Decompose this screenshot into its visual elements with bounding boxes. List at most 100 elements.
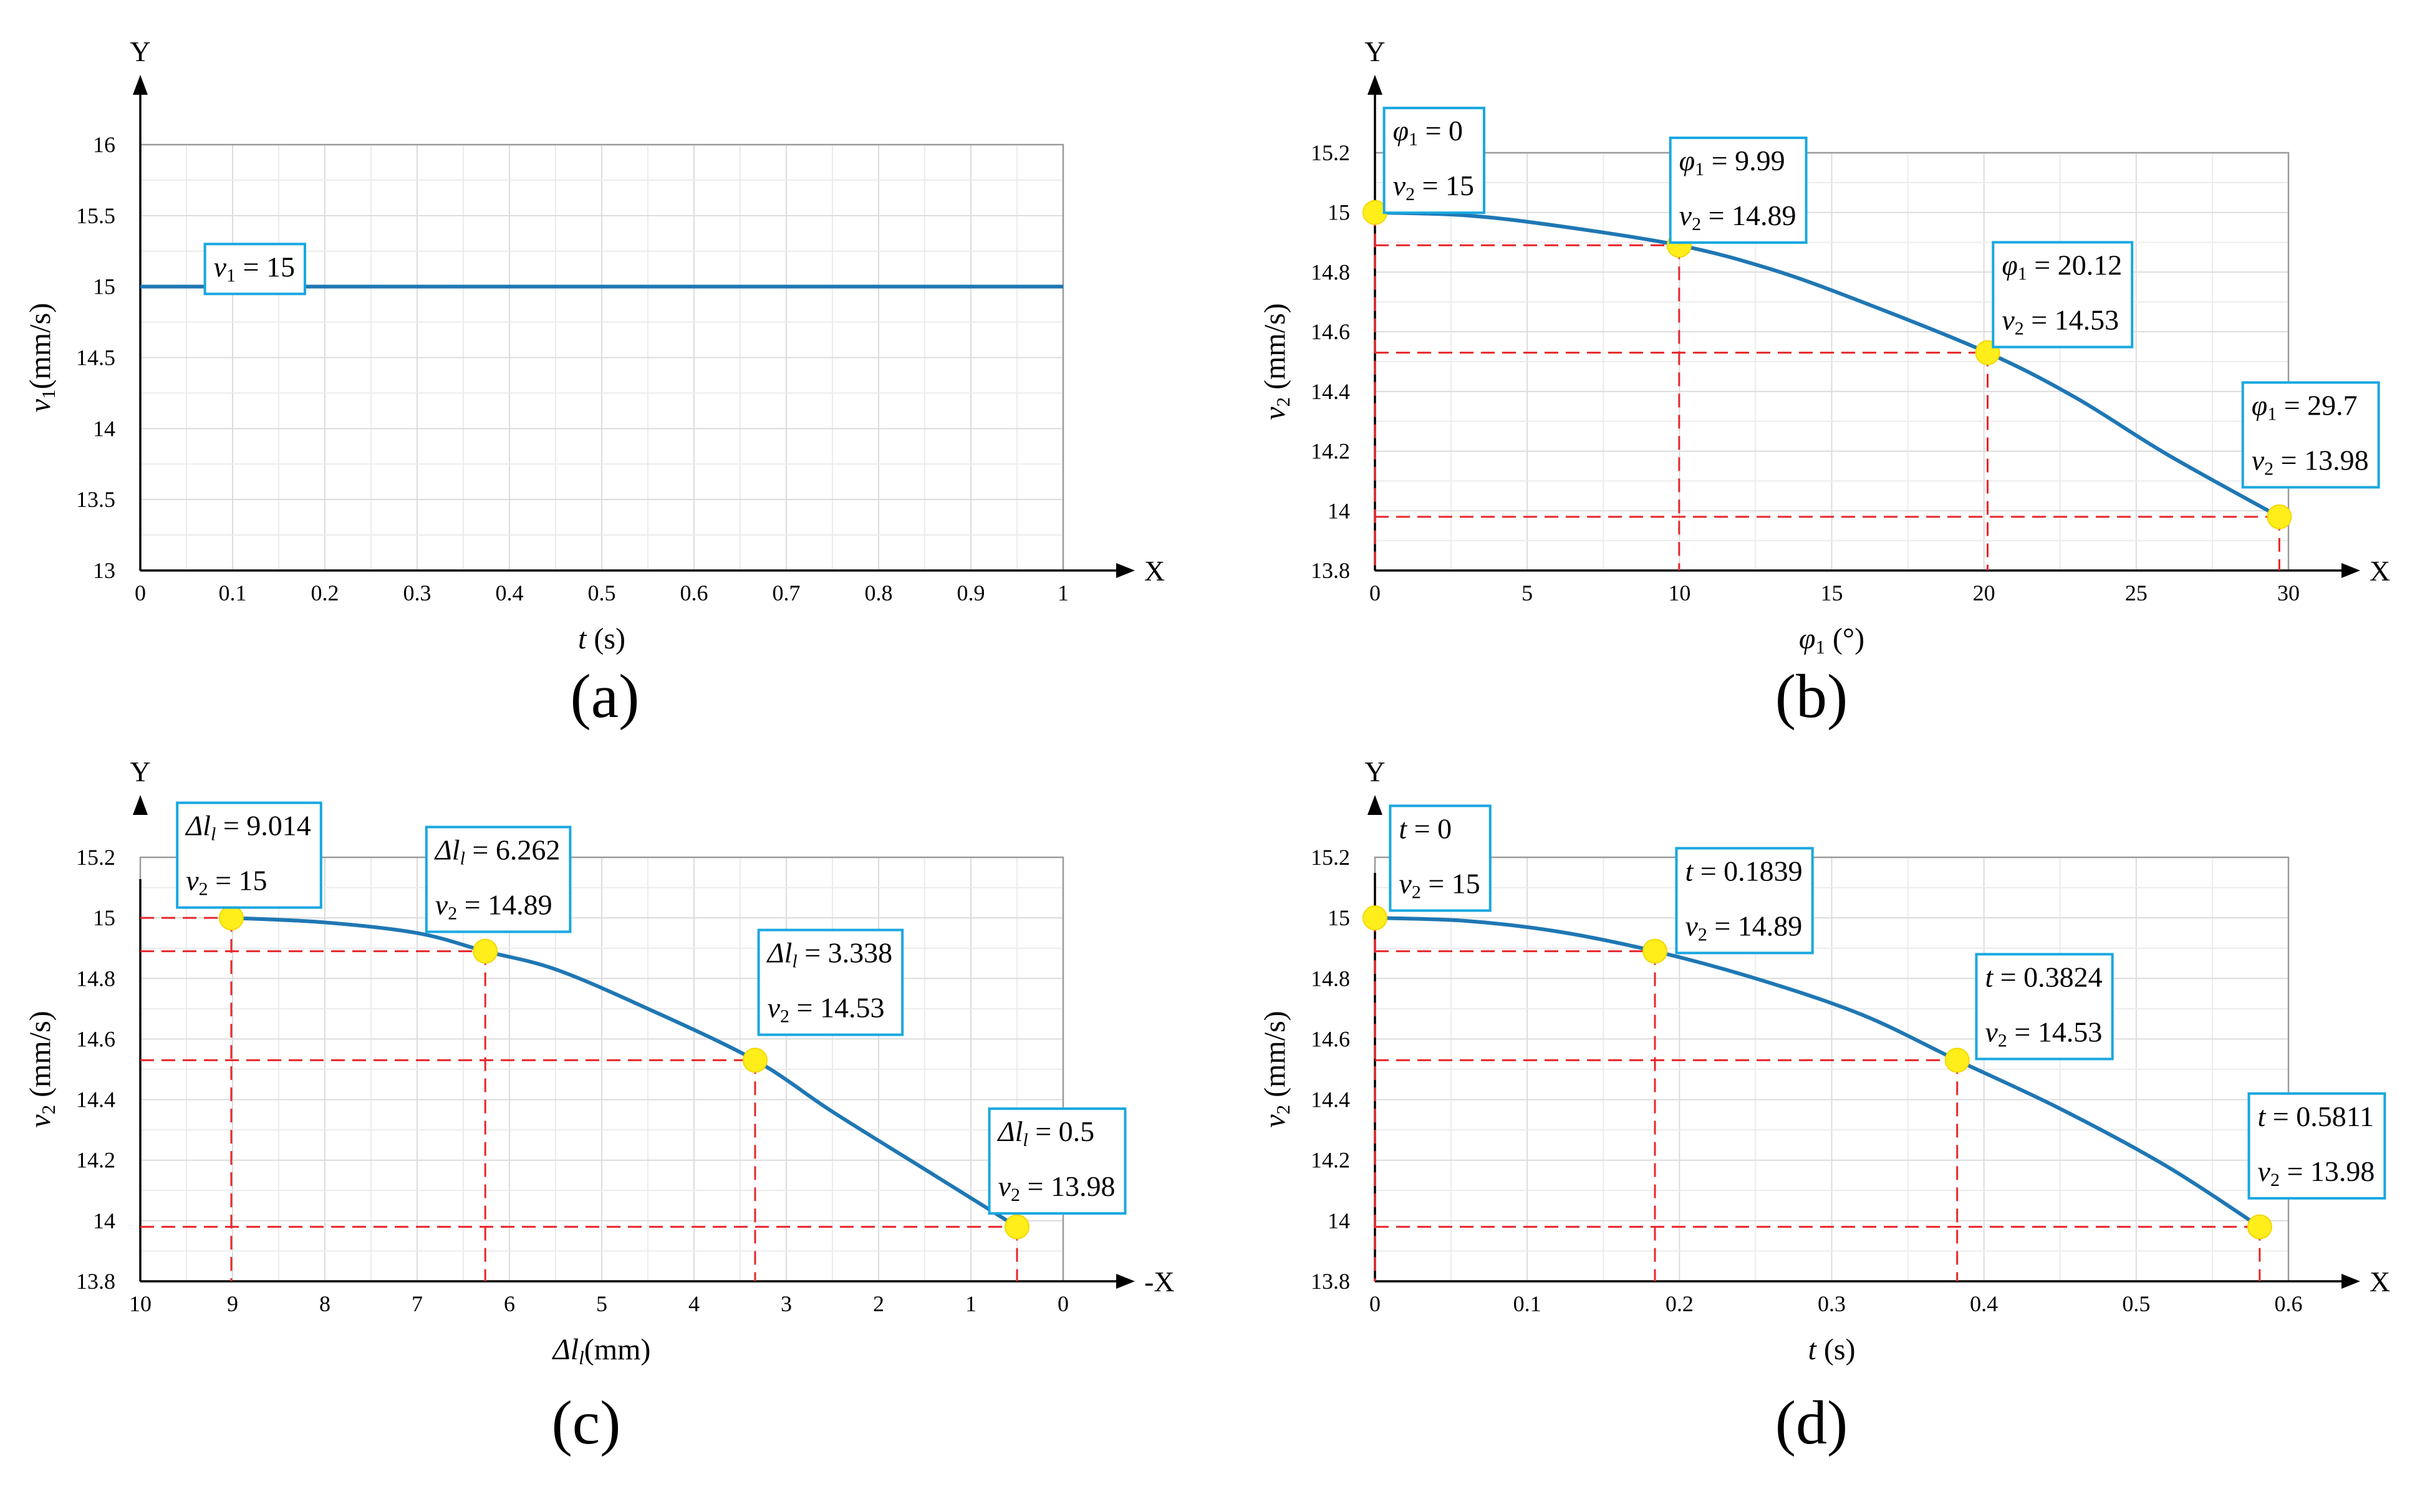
subscript: l bbox=[1023, 1130, 1028, 1150]
subscript: 1 bbox=[2267, 403, 2277, 424]
y-tick-label: 14.6 bbox=[1311, 1026, 1350, 1051]
annotation-line: v2 = 14.53 bbox=[1985, 1016, 2102, 1051]
x-axis-arrowhead bbox=[2341, 563, 2360, 578]
chart-panel-4: X Y 0 0.1 0.2 0.3 0.4 0.5 0.6 13.8 14 14.2 14.4 14.6 1… bbox=[1258, 756, 2390, 1457]
annotation-line: t = 0 bbox=[1399, 812, 1452, 844]
annotation-line: v2 = 15 bbox=[186, 865, 267, 900]
subscript: l bbox=[460, 848, 465, 869]
chart-panel-2: X Y 0 5 10 15 20 25 30 13.8 14 14.2 14.4 14.6 14.8 15 15… bbox=[1258, 36, 2390, 731]
data-point-marker bbox=[1642, 938, 1668, 964]
x-tick-label: 0.5 bbox=[588, 580, 616, 605]
annotation-line: φ1 = 29.7 bbox=[2252, 390, 2358, 425]
grid bbox=[1374, 857, 2289, 1282]
symbol: φ bbox=[2002, 249, 2017, 281]
annotation-frame bbox=[988, 1107, 1127, 1215]
grid bbox=[1374, 152, 2289, 571]
x-tick-label: 1 bbox=[965, 1291, 976, 1316]
y-tick-label: 15.2 bbox=[1311, 140, 1350, 165]
y-tick-label: 14 bbox=[93, 416, 115, 441]
annotation-line: φ1 = 20.12 bbox=[2002, 249, 2122, 284]
y-tick-label: 14.6 bbox=[76, 1026, 115, 1051]
x-tick-label: 7 bbox=[412, 1291, 423, 1316]
x-axis-end-label: -X bbox=[1144, 1266, 1175, 1298]
y-tick-label: 13 bbox=[93, 558, 115, 583]
subscript: 1 bbox=[1409, 129, 1418, 150]
x-tick-label: 0.9 bbox=[957, 580, 985, 605]
subscript: 2 bbox=[1412, 882, 1421, 902]
series-line bbox=[1374, 916, 2261, 1229]
annotation-line: v2 = 14.89 bbox=[1679, 200, 1796, 234]
y-axis-title: v2 (mm/s) bbox=[24, 1011, 59, 1127]
subscript: 1 bbox=[226, 265, 236, 286]
value-text: = 20.12 bbox=[2027, 249, 2122, 281]
y-tick-label: 13.8 bbox=[1311, 558, 1350, 583]
y-tick-label: 13.8 bbox=[1311, 1269, 1350, 1294]
value-text: = 14.89 bbox=[1701, 200, 1796, 231]
series-line bbox=[231, 916, 1018, 1229]
y-axis-arrowhead bbox=[133, 75, 148, 95]
x-axis-end-label: X bbox=[2370, 1266, 2390, 1298]
x-tick-label: 1 bbox=[1058, 580, 1069, 605]
symbol: t bbox=[1985, 961, 1994, 993]
y-tick-label: 14 bbox=[1328, 498, 1350, 523]
x-tick-label: 5 bbox=[1521, 580, 1533, 605]
x-axis-title: t (s) bbox=[578, 622, 625, 655]
y-tick-label: 15 bbox=[93, 274, 115, 299]
value-text: (mm/s) bbox=[1258, 1011, 1291, 1105]
annotation-box: t = 0.1839 v2 = 14.89 bbox=[1675, 847, 1814, 955]
y-tick-label: 14.4 bbox=[76, 1087, 115, 1112]
symbol: φ bbox=[1799, 622, 1816, 655]
panel-label: (d) bbox=[1775, 1388, 1848, 1457]
y-tick-label: 15 bbox=[93, 905, 115, 930]
symbol: v bbox=[24, 1114, 57, 1128]
value-text: = 14.53 bbox=[789, 992, 884, 1024]
annotation-box: φ1 = 20.12 v2 = 14.53 bbox=[1992, 241, 2134, 349]
y-tick-label: 14.2 bbox=[1311, 439, 1350, 464]
symbol: v bbox=[998, 1170, 1011, 1202]
subscript: 1 bbox=[37, 389, 59, 399]
x-axis-arrowhead bbox=[1116, 563, 1135, 578]
annotation-frame bbox=[1975, 953, 2114, 1061]
x-tick-label: 0.2 bbox=[311, 580, 339, 605]
panel-label: (a) bbox=[571, 662, 640, 731]
y-tick-label: 15 bbox=[1328, 905, 1350, 930]
y-axis-end-label: Y bbox=[130, 36, 150, 67]
symbol: φ bbox=[2252, 390, 2267, 421]
x-axis-arrowhead bbox=[2341, 1274, 2360, 1289]
symbol: φ bbox=[1679, 145, 1695, 176]
value-text: = 29.7 bbox=[2277, 390, 2357, 421]
annotation-box: Δll = 9.014 v2 = 15 bbox=[176, 801, 322, 909]
symbol: t bbox=[1808, 1333, 1818, 1366]
annotation-line: t = 0.3824 bbox=[1985, 961, 2102, 993]
x-tick-label: 4 bbox=[688, 1291, 700, 1316]
annotation-box: φ1 = 9.99 v2 = 14.89 bbox=[1669, 137, 1808, 244]
annotation-line: v2 = 13.98 bbox=[2252, 445, 2369, 479]
x-axis-end-label: X bbox=[1144, 555, 1165, 587]
annotation-frame bbox=[2247, 1092, 2386, 1200]
value-text: = 0 bbox=[1418, 115, 1463, 147]
y-tick-label: 14.4 bbox=[1311, 379, 1350, 404]
y-tick-label: 14.8 bbox=[1311, 259, 1350, 284]
annotation-line: φ1 = 9.99 bbox=[1679, 145, 1785, 180]
value-text: = 13.98 bbox=[2273, 445, 2368, 476]
panel-label: (c) bbox=[552, 1388, 621, 1457]
value-text: = 9.99 bbox=[1704, 145, 1785, 176]
annotation-line: φ1 = 0 bbox=[1393, 115, 1463, 150]
data-point-marker bbox=[1944, 1047, 1970, 1073]
y-axis-title: v2 (mm/s) bbox=[1258, 1011, 1294, 1127]
y-tick-label: 13.8 bbox=[76, 1269, 115, 1294]
y-tick-label: 13.5 bbox=[76, 487, 115, 512]
symbol: v bbox=[1258, 407, 1291, 420]
x-tick-label: 25 bbox=[2125, 580, 2148, 605]
annotation-box: φ1 = 0 v2 = 15 bbox=[1382, 107, 1486, 214]
x-tick-label: 2 bbox=[873, 1291, 884, 1316]
subscript: 2 bbox=[780, 1006, 789, 1026]
value-text: (mm/s) bbox=[1258, 303, 1291, 397]
x-tick-label: 0.1 bbox=[219, 580, 247, 605]
value-text: = 15 bbox=[1415, 170, 1474, 201]
annotation-line: t = 0.5811 bbox=[2258, 1100, 2375, 1132]
value-text: = 15 bbox=[236, 251, 295, 282]
x-tick-label: 0.5 bbox=[2122, 1291, 2150, 1316]
y-axis-arrowhead bbox=[133, 795, 148, 815]
